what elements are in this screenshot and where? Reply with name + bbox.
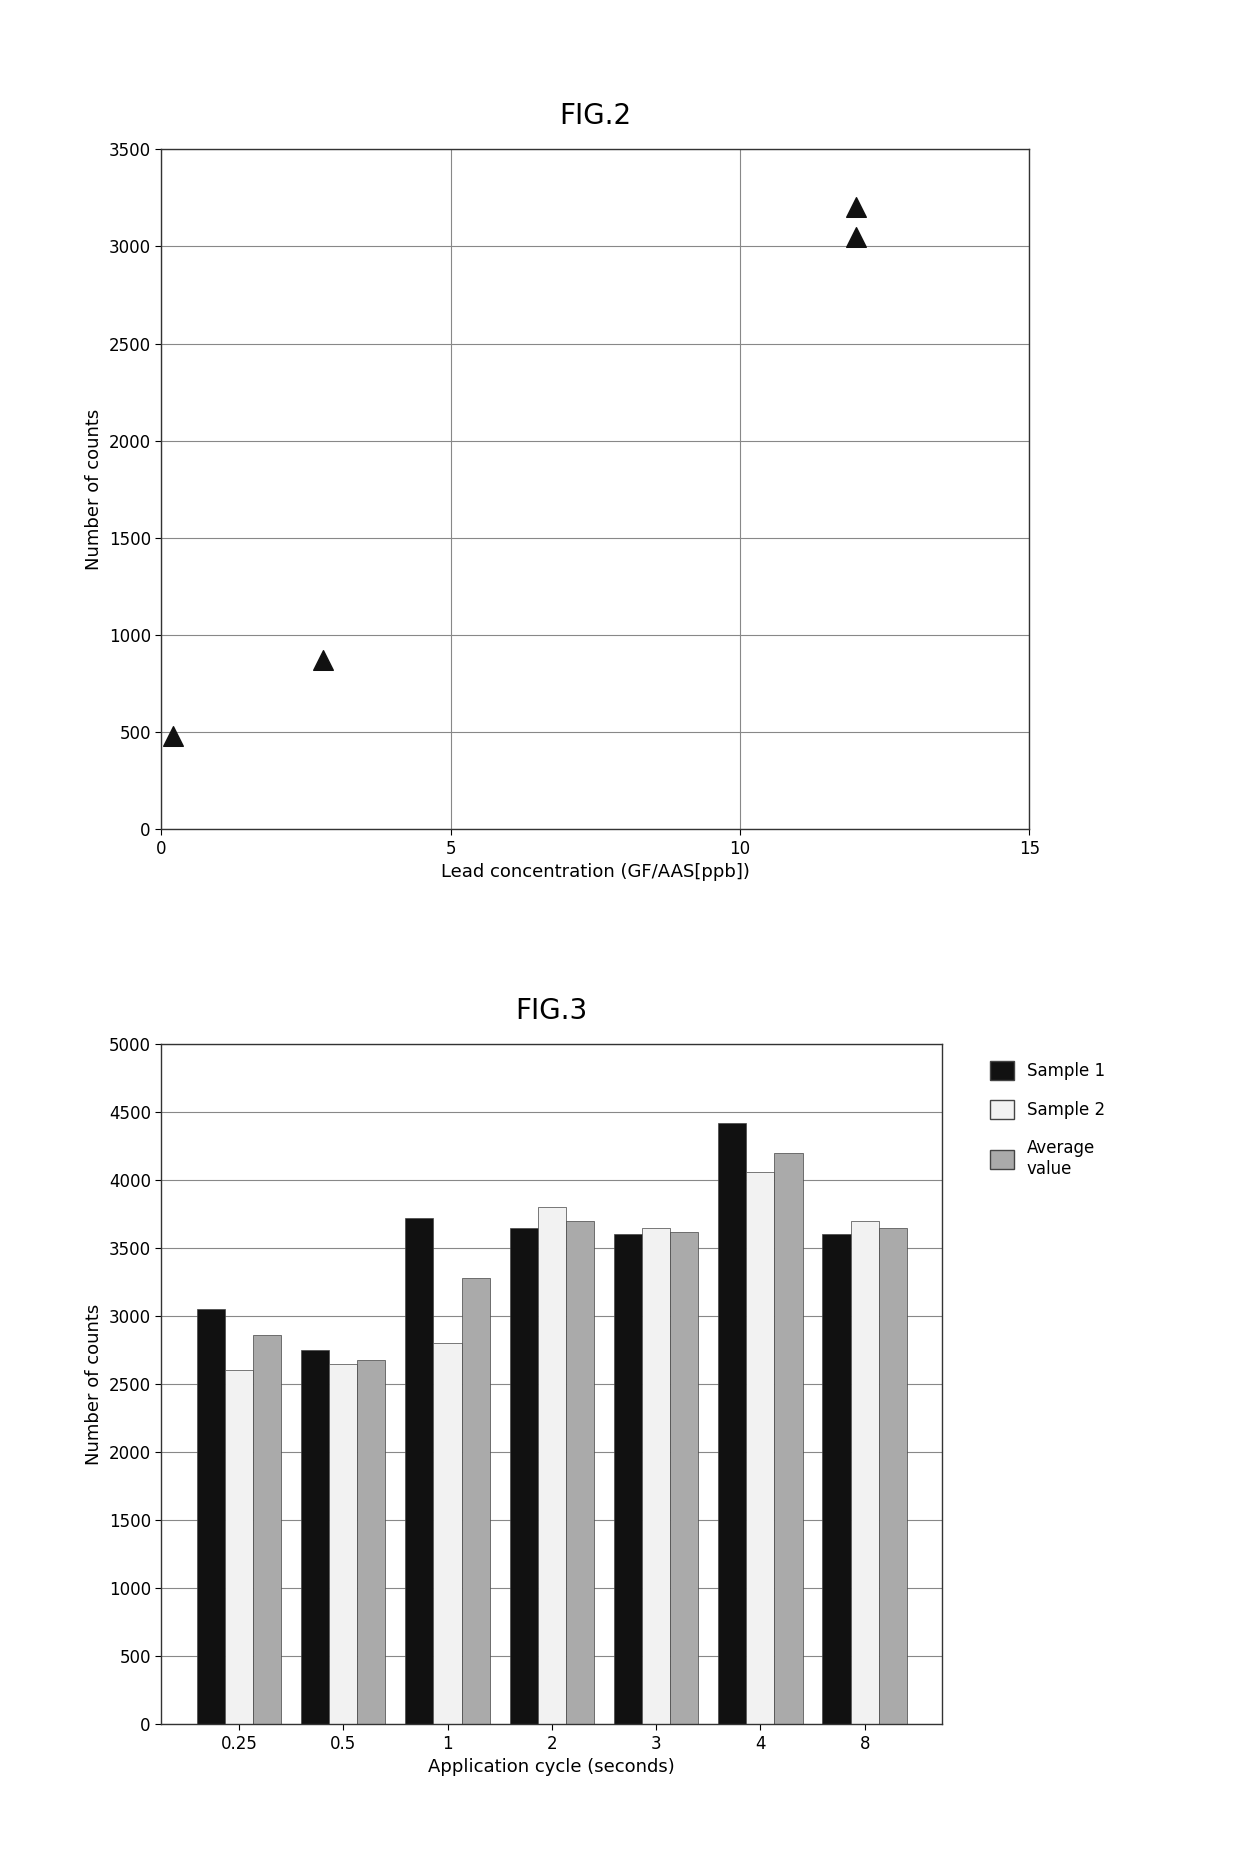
Point xyxy=(846,222,866,252)
Title: FIG.2: FIG.2 xyxy=(559,103,631,130)
Y-axis label: Number of counts: Number of counts xyxy=(86,1303,103,1465)
Bar xyxy=(197,1309,224,1724)
Bar xyxy=(510,1228,538,1724)
Bar xyxy=(718,1122,746,1724)
Bar xyxy=(746,1172,775,1724)
Bar xyxy=(642,1228,670,1724)
Bar xyxy=(851,1221,879,1724)
Bar xyxy=(614,1234,642,1724)
Bar xyxy=(670,1232,698,1724)
Bar xyxy=(434,1344,461,1724)
Bar xyxy=(775,1152,802,1724)
Y-axis label: Number of counts: Number of counts xyxy=(86,408,103,570)
Bar xyxy=(565,1221,594,1724)
Bar xyxy=(329,1364,357,1724)
Bar xyxy=(253,1335,281,1724)
Legend: Sample 1, Sample 2, Average
value: Sample 1, Sample 2, Average value xyxy=(982,1051,1114,1186)
Bar xyxy=(461,1279,490,1724)
Point xyxy=(846,192,866,222)
Point xyxy=(162,721,182,751)
Title: FIG.3: FIG.3 xyxy=(516,997,588,1025)
Bar xyxy=(822,1234,851,1724)
Point xyxy=(314,645,334,675)
Bar xyxy=(224,1370,253,1724)
Bar xyxy=(538,1208,565,1724)
Bar xyxy=(301,1350,329,1724)
X-axis label: Lead concentration (GF/AAS[ppb]): Lead concentration (GF/AAS[ppb]) xyxy=(440,863,750,882)
Bar xyxy=(405,1217,434,1724)
Bar xyxy=(357,1359,386,1724)
X-axis label: Application cycle (seconds): Application cycle (seconds) xyxy=(429,1758,675,1776)
Bar xyxy=(879,1228,906,1724)
